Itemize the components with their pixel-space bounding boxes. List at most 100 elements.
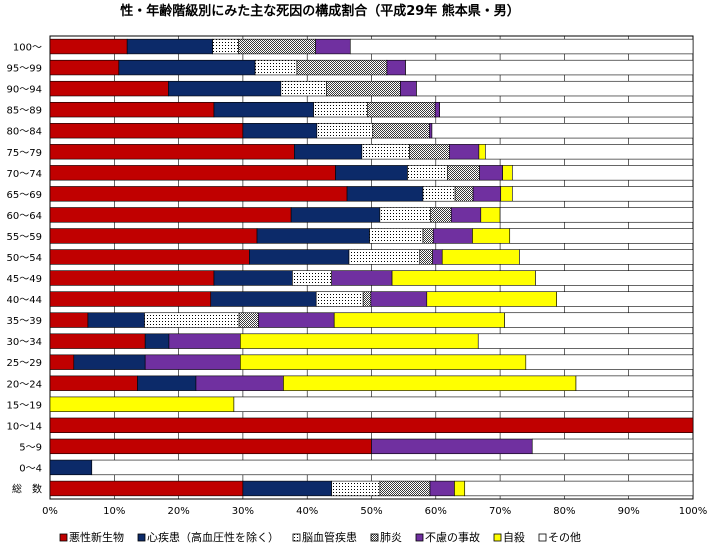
- bar-segment: [449, 144, 480, 160]
- bar-segment: [531, 438, 694, 455]
- category-label: 80～84: [7, 127, 42, 138]
- bar-segment: [195, 375, 284, 391]
- bar-segment: [485, 144, 694, 160]
- legend-swatch: [493, 533, 502, 542]
- legend-swatch: [292, 533, 301, 542]
- bar-segment: [361, 144, 410, 160]
- bar-segment: [479, 165, 503, 181]
- bar-segment: [73, 354, 146, 370]
- x-tick-label: 50%: [360, 506, 382, 517]
- x-tick-labels: 0% 10% 20% 30% 40% 50% 60% 70% 80% 90% 100%: [42, 506, 707, 517]
- legend-label: 脳血管疾患: [302, 530, 357, 544]
- legend-label: 自殺: [503, 530, 525, 544]
- bar-segment: [292, 270, 332, 286]
- bar-segment: [315, 291, 364, 307]
- bar-segment: [238, 38, 316, 55]
- category-label: 40～44: [7, 295, 42, 306]
- bar-segment: [249, 249, 350, 265]
- category-label: 65～69: [7, 190, 42, 201]
- bar-segment: [509, 228, 694, 244]
- bar-segment: [379, 480, 431, 497]
- bar-segment: [432, 249, 443, 265]
- bar-segment: [441, 249, 520, 265]
- bar-segment: [118, 59, 256, 76]
- x-tick-label: 0%: [42, 506, 58, 517]
- bar-segment: [432, 228, 473, 244]
- bar-segment: [369, 228, 424, 244]
- bars: [49, 38, 694, 497]
- bar-segment: [370, 291, 428, 307]
- bar-segment: [367, 101, 436, 118]
- category-labels: 100～ 95～99 90～94 85～89 80～84 75～79 70～74 65～69 6…: [7, 43, 42, 496]
- bar-segment: [331, 270, 393, 286]
- category-label: 60～64: [7, 211, 42, 222]
- bar-segment: [238, 312, 259, 328]
- bar-segment: [426, 291, 557, 307]
- bar-segment: [407, 165, 448, 181]
- x-tick-label: 40%: [296, 506, 318, 517]
- chart-title: 性・年齢階級別にみた主な死因の構成割合（平成29年 熊本県・男）: [120, 3, 520, 19]
- bar-segment: [126, 38, 213, 55]
- bar-segment: [91, 459, 694, 476]
- x-tick-label: 30%: [232, 506, 254, 517]
- bar-segment: [450, 207, 482, 223]
- x-tick-label: 20%: [167, 506, 189, 517]
- bar-segment: [242, 123, 318, 139]
- bar-segment: [87, 312, 145, 328]
- category-label: 25～29: [7, 358, 42, 369]
- bar-segment: [49, 396, 235, 412]
- bar-segment: [416, 80, 694, 97]
- bar-segment: [429, 480, 455, 497]
- category-label: 10～14: [7, 421, 42, 432]
- bar-segment: [49, 38, 128, 55]
- category-label: 85～89: [7, 106, 42, 117]
- bar-segment: [313, 101, 368, 118]
- bar-segment: [326, 80, 401, 97]
- bar-segment: [294, 144, 363, 160]
- bar-segment: [454, 186, 474, 202]
- bar-segment: [49, 123, 244, 139]
- bar-segment: [144, 333, 170, 349]
- x-tick-label: 10%: [103, 506, 125, 517]
- bar-segment: [49, 101, 215, 118]
- bar-segment: [240, 333, 479, 349]
- bar-segment: [500, 186, 513, 202]
- bar-segment: [535, 270, 694, 286]
- bar-segment: [400, 80, 417, 97]
- legend-label: その他: [548, 531, 581, 544]
- bar-segment: [280, 80, 327, 97]
- category-label: 総 数: [12, 482, 42, 495]
- bar-segment: [49, 144, 295, 160]
- bar-segment: [454, 480, 466, 497]
- bar-segment: [242, 480, 332, 497]
- category-label: 30～34: [7, 337, 42, 348]
- bar-segment: [409, 144, 450, 160]
- bar-segment: [346, 186, 424, 202]
- bar-segment: [419, 249, 433, 265]
- category-label: 70～74: [7, 169, 42, 180]
- legend-label: 悪性新生物: [69, 530, 124, 544]
- bar-segment: [49, 417, 694, 434]
- category-label: 20～24: [7, 379, 42, 390]
- bar-segment: [49, 186, 348, 202]
- bar-segment: [575, 375, 694, 391]
- bar-segment: [49, 333, 146, 349]
- bar-segment: [349, 38, 694, 55]
- bar-segment: [49, 375, 138, 391]
- bar-segment: [379, 207, 431, 223]
- bar-segment: [391, 270, 536, 286]
- bar-segment: [49, 438, 372, 455]
- bar-segment: [49, 249, 250, 265]
- x-tick-label: 100%: [679, 506, 707, 517]
- legend-label: 心疾患（高血圧性を除く）: [147, 530, 279, 544]
- bar-segment: [499, 207, 694, 223]
- bar-segment: [434, 101, 440, 118]
- bar-segment: [49, 270, 215, 286]
- bar-segment: [405, 59, 694, 76]
- bar-segment: [502, 165, 513, 181]
- bar-segment: [478, 144, 486, 160]
- bar-segment: [213, 101, 314, 118]
- bar-segment: [137, 375, 197, 391]
- bar-segment: [348, 249, 421, 265]
- bar-segment: [240, 354, 527, 370]
